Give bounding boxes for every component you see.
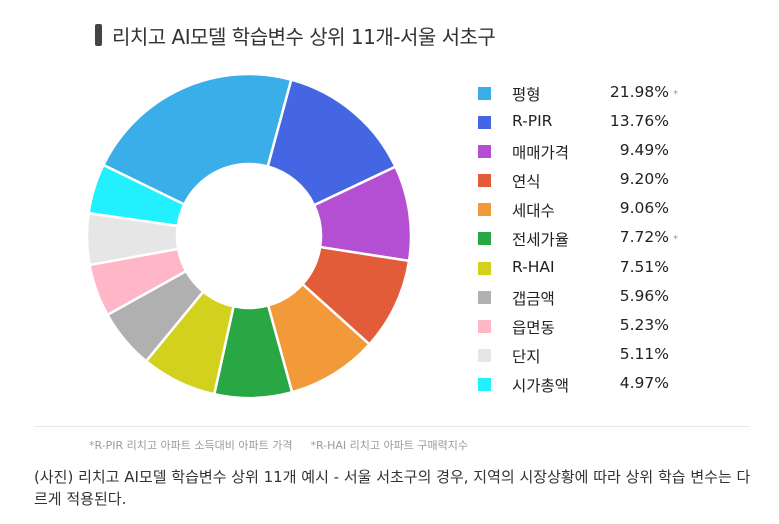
legend-label: 매매가격 — [512, 144, 570, 163]
legend-item: 단지 5.11% — [478, 344, 688, 373]
legend-swatch — [478, 203, 491, 217]
legend-item: R-PIR 13.76% — [478, 111, 688, 140]
legend-label: 단지 — [512, 347, 541, 366]
legend-item: R-HAI 7.51% — [478, 257, 688, 286]
legend-item: 전세가율 7.72% * — [478, 227, 688, 256]
legend-item: 매매가격 9.49% — [478, 140, 688, 169]
legend-label: R-HAI — [512, 257, 555, 276]
divider — [34, 426, 750, 427]
legend-label: 평형 — [512, 86, 541, 104]
footnotes: *R-PIR 리치고 아파트 소득대비 아파트 가격 *R-HAI 리치고 아파트… — [89, 437, 468, 453]
pie-slice-1 — [101, 72, 293, 207]
legend-item: 연식 9.20% — [478, 169, 688, 198]
footnote-rhai: *R-HAI 리치고 아파트 구매력지수 — [310, 439, 468, 452]
legend-star-mark: * — [673, 234, 678, 246]
legend-label: 시가총액 — [512, 376, 570, 395]
legend-label: 연식 — [512, 173, 541, 192]
chart-legend: 평형 21.98% * R-PIR 13.76% 매매가격 9.49% 연식 9.20% 세대수 9… — [478, 82, 688, 402]
legend-swatch — [478, 116, 491, 130]
legend-item: 평형 21.98% * — [478, 82, 688, 111]
legend-swatch — [478, 377, 491, 391]
legend-swatch — [478, 87, 491, 100]
legend-label: 세대수 — [512, 202, 555, 221]
legend-label: 읍면동 — [512, 318, 555, 337]
legend-item: 세대수 9.06% — [478, 198, 688, 227]
donut-chart — [85, 72, 413, 400]
legend-item: 시가총액 4.97% — [478, 373, 688, 402]
legend-swatch — [478, 348, 491, 362]
legend-label: R-PIR — [512, 112, 553, 131]
legend-label: 전세가율 — [512, 231, 570, 250]
legend-swatch — [478, 232, 491, 246]
legend-value: 7.51% — [619, 257, 669, 276]
legend-label: 갭금액 — [512, 289, 555, 308]
legend-swatch — [478, 290, 491, 304]
legend-star-mark: * — [673, 89, 678, 100]
legend-value: 9.49% — [619, 141, 669, 160]
chart-title: 리치고 AI모델 학습변수 상위 11개-서울 서초구 — [112, 24, 496, 49]
pie-slice-2 — [266, 78, 398, 207]
legend-swatch — [478, 319, 491, 333]
legend-item: 읍면동 5.23% — [478, 315, 688, 344]
legend-item: 갭금액 5.96% — [478, 286, 688, 315]
legend-swatch — [478, 261, 491, 275]
footnote-rpir: *R-PIR 리치고 아파트 소득대비 아파트 가격 — [89, 439, 293, 452]
legend-value: 4.97% — [619, 373, 669, 392]
legend-value: 5.96% — [619, 286, 669, 305]
photo-caption: (사진) 리치고 AI모델 학습변수 상위 11개 예시 - 서울 서초구의 경… — [34, 468, 751, 508]
legend-value: 5.11% — [619, 344, 669, 363]
title-accent-bar — [95, 24, 102, 46]
pie-slice-11 — [87, 163, 186, 228]
legend-value: 9.06% — [619, 199, 669, 218]
legend-value: 7.72% — [619, 228, 669, 247]
legend-swatch — [478, 145, 491, 159]
legend-value: 21.98% — [609, 83, 669, 101]
legend-value: 5.23% — [619, 315, 669, 334]
chart-title-wrap: 리치고 AI모델 학습변수 상위 11개-서울 서초구 — [95, 20, 496, 50]
legend-value: 13.76% — [609, 112, 669, 131]
legend-value: 9.20% — [619, 170, 669, 189]
legend-swatch — [478, 174, 491, 188]
